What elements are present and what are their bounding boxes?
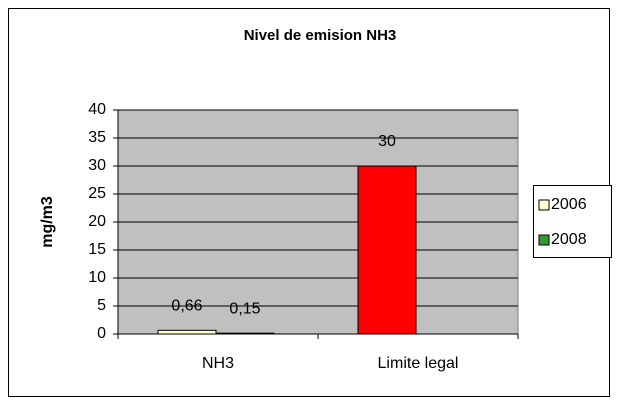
legend-swatch — [538, 234, 550, 246]
y-tick-label: 0 — [97, 325, 106, 342]
bar — [357, 165, 417, 335]
y-axis-label: mg/m3 — [39, 196, 56, 248]
legend-label: 2006 — [551, 196, 587, 213]
y-tick-label: 20 — [88, 213, 106, 230]
y-tick-label: 10 — [88, 269, 106, 286]
y-tick-label: 5 — [97, 297, 106, 314]
bar — [215, 332, 275, 335]
chart-title: Nivel de emision NH3 — [244, 27, 397, 44]
bar — [157, 329, 217, 335]
x-tick-label: NH3 — [202, 355, 234, 372]
y-tick-label: 40 — [88, 101, 106, 118]
y-tick-label: 30 — [88, 157, 106, 174]
y-tick-label: 35 — [88, 129, 106, 146]
y-tick-label: 15 — [88, 241, 106, 258]
value-label: 0,66 — [171, 298, 202, 315]
legend-label: 2008 — [551, 231, 587, 248]
value-label: 0,15 — [229, 300, 260, 317]
y-tick-label: 25 — [88, 185, 106, 202]
x-tick-label: Limite legal — [378, 355, 459, 372]
legend-swatch — [538, 199, 550, 211]
value-label: 30 — [378, 133, 396, 150]
